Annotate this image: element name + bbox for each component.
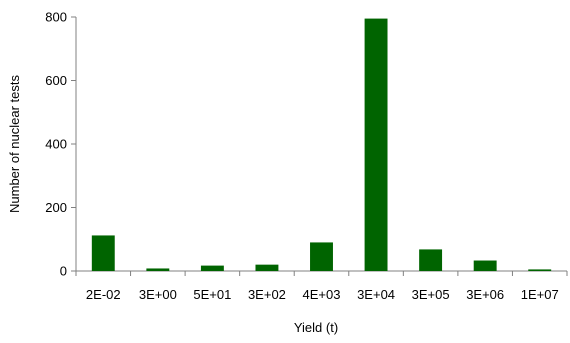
- y-tick-label: 800: [45, 10, 67, 25]
- y-tick-label: 600: [45, 73, 67, 88]
- bar-1E+07: [528, 269, 552, 271]
- x-tick-label: 1E+07: [521, 287, 559, 302]
- y-tick-labels: 0 200 400 600 800: [45, 10, 76, 279]
- bar-5E+01: [200, 265, 224, 271]
- x-axis-title: Yield (t): [294, 320, 338, 335]
- bar-3E+02: [255, 264, 279, 271]
- y-tick-label: 0: [60, 264, 67, 279]
- x-tick-label: 4E+03: [303, 287, 341, 302]
- x-tick-label: 3E+02: [248, 287, 286, 302]
- bar-3E+05: [419, 249, 443, 271]
- bar-2E-02: [91, 235, 115, 271]
- bar-4E+03: [310, 242, 333, 271]
- x-tick-label: 2E-02: [86, 287, 121, 302]
- y-tick-label: 400: [45, 137, 67, 152]
- x-tick-label: 3E+06: [466, 287, 504, 302]
- y-axis-title: Number of nuclear tests: [7, 75, 22, 214]
- bar-3E+06: [473, 260, 497, 271]
- x-tick-label: 3E+04: [357, 287, 395, 302]
- plot-area: [75, 17, 567, 272]
- x-tick-labels: 2E-02 3E+00 5E+01 3E+02 4E+03 3E+04 3E+05 3E+06…: [75, 271, 568, 302]
- y-tick-label: 200: [45, 200, 67, 215]
- x-tick-label: 5E+01: [193, 287, 231, 302]
- x-tick-label: 3E+00: [139, 287, 177, 302]
- x-tick-label: 3E+05: [412, 287, 450, 302]
- bar-3E+00: [146, 268, 170, 271]
- bars-group: [91, 18, 552, 272]
- bar-3E+04: [364, 18, 388, 272]
